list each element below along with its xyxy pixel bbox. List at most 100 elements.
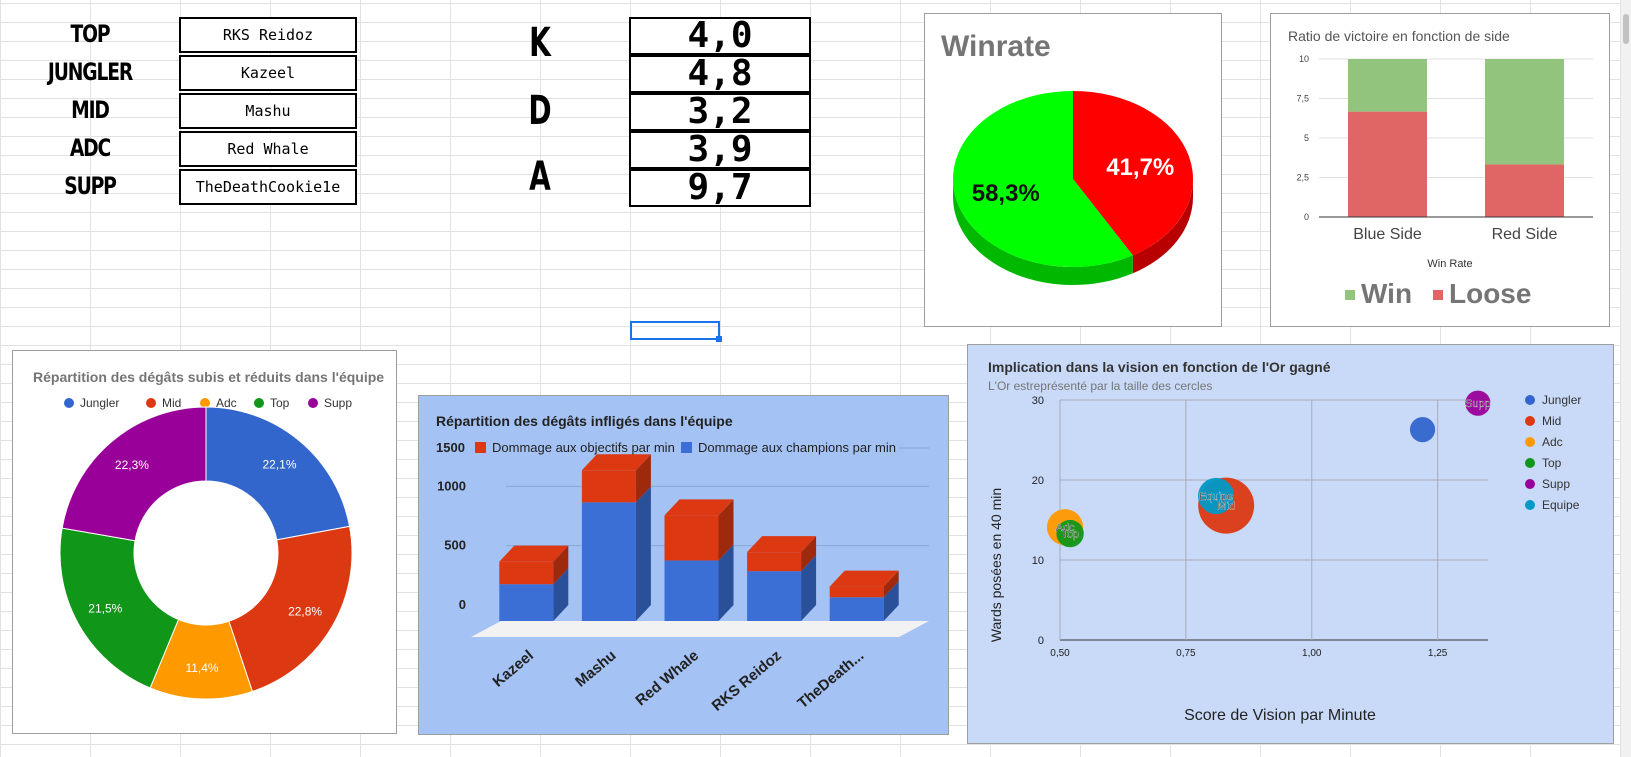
pie-slice-side: [953, 179, 1133, 285]
y-tick-label: 20: [1032, 475, 1044, 487]
bar-segment-side: [718, 499, 734, 561]
y-tick-label: 1000: [437, 478, 466, 493]
x-tick-label: RKS Reidoz: [709, 647, 785, 715]
vision-chart[interactable]: Implication dans la vision en fonction d…: [967, 344, 1614, 744]
legend-swatch: [308, 398, 318, 408]
scatter-point: [1465, 390, 1491, 416]
point-label: Equipe: [1199, 491, 1233, 503]
x-tick-label: Kazeel: [490, 647, 537, 691]
kda-value-cell[interactable]: 9,7: [629, 169, 811, 207]
legend-swatch: [1525, 479, 1535, 489]
selected-cell[interactable]: [630, 321, 720, 340]
point-label: Supp: [1465, 398, 1491, 410]
role-label: ADC: [69, 134, 111, 162]
bar-top: [499, 545, 569, 562]
x-tick-label: Red Whale: [632, 647, 702, 709]
legend-label: Dommage aux objectifs par min: [492, 440, 675, 455]
x-axis-title: Score de Vision par Minute: [1184, 707, 1376, 724]
bar-segment: [499, 561, 554, 585]
bar-segment: [1485, 164, 1564, 217]
donut-slice: [61, 406, 207, 542]
bar-segment: [747, 571, 802, 621]
winrate-chart-svg: Winrate 41,7% 58,3%: [941, 30, 1193, 285]
y-tick-label: 7,5: [1296, 94, 1309, 104]
legend-swatch: [1525, 500, 1535, 510]
bar-segment: [664, 560, 719, 621]
legend-label: Adc: [216, 396, 237, 410]
bar-segment: [581, 502, 636, 621]
legend-label: Jungler: [80, 396, 119, 410]
chart-subtitle: L'Or estreprésenté par la taille des cer…: [988, 379, 1212, 393]
y-tick-label: 30: [1032, 395, 1044, 407]
damage-dealt-chart-svg: Répartition des dégâts infligés dans l'é…: [436, 413, 929, 715]
role-label: SUPP: [64, 172, 117, 200]
x-tick-label: Red Side: [1492, 226, 1558, 243]
bar-segment-side: [553, 568, 569, 621]
legend-label: Mid: [162, 396, 181, 410]
legend-label: Equipe: [1542, 498, 1580, 512]
y-tick-label: 2,5: [1296, 173, 1309, 183]
donut-slice-label: 22,1%: [263, 458, 297, 472]
bar-segment: [581, 470, 636, 503]
side-ratio-chart[interactable]: Ratio de victoire en fonction de side Wi…: [1270, 13, 1610, 327]
x-tick-label: 0,50: [1050, 648, 1070, 659]
chart-title: Implication dans la vision en fonction d…: [988, 359, 1331, 375]
legend-swatch: [1345, 290, 1355, 300]
legend-swatch: [1525, 395, 1535, 405]
kda-value-cell[interactable]: 4,0: [629, 17, 811, 55]
legend-label: Supp: [1542, 477, 1570, 491]
winrate-chart[interactable]: Winrate 41,7% 58,3%: [924, 13, 1222, 327]
player-cell[interactable]: Kazeel: [179, 55, 357, 91]
kda-value-cell[interactable]: 3,2: [629, 93, 811, 131]
bar-segment-side: [801, 555, 817, 621]
legend-swatch: [1525, 416, 1535, 426]
scrollbar-thumb[interactable]: [1623, 14, 1629, 44]
player-cell[interactable]: RKS Reidoz: [179, 17, 357, 53]
y-tick-label: 1500: [436, 440, 465, 455]
pie-slice: [1073, 91, 1193, 256]
bar-segment: [829, 586, 884, 598]
donut-slice-label: 22,3%: [115, 458, 149, 472]
donut-slice: [59, 527, 180, 689]
x-tick-label: Blue Side: [1353, 226, 1422, 243]
x-tick-label: 1,00: [1302, 648, 1322, 659]
bar-segment-side: [635, 486, 651, 621]
vision-chart-svg: Implication dans la vision en fonction d…: [988, 359, 1581, 724]
vertical-scrollbar[interactable]: [1621, 0, 1631, 757]
point-label: Adc: [1056, 522, 1075, 534]
kda-value-cell[interactable]: 3,9: [629, 131, 811, 169]
x-tick-label: Mashu: [572, 647, 619, 691]
bar-segment-side: [883, 581, 899, 621]
chart-title: Winrate: [941, 30, 1051, 63]
legend-swatch: [1433, 290, 1443, 300]
y-tick-label: 0: [459, 597, 466, 612]
y-tick-label: 5: [1304, 133, 1309, 143]
pie-slice: [953, 91, 1133, 267]
bar-segment-side: [635, 454, 651, 503]
legend-label: Dommage aux champions par min: [698, 440, 896, 455]
kda-letter: D: [528, 88, 552, 134]
x-tick-label: TheDeath...: [794, 647, 867, 712]
player-cell[interactable]: Red Whale: [179, 131, 357, 167]
pie-slice-label: 58,3%: [972, 180, 1040, 207]
chart-title: Répartition des dégâts subis et réduits …: [33, 369, 384, 385]
damage-dealt-chart[interactable]: Répartition des dégâts infligés dans l'é…: [418, 395, 949, 735]
bar-top: [747, 536, 817, 553]
fill-handle[interactable]: [716, 336, 722, 342]
role-label: TOP: [70, 20, 111, 48]
legend-label: Win: [1361, 278, 1412, 309]
legend-label: Supp: [324, 396, 352, 410]
player-cell[interactable]: TheDeathCookie1e: [179, 169, 357, 205]
kda-value-cell[interactable]: 4,8: [629, 55, 811, 93]
donut-slice-label: 11,4%: [185, 661, 218, 675]
bar-segment: [829, 597, 884, 621]
bar-segment: [1348, 59, 1427, 112]
donut-slice: [228, 525, 353, 693]
chart-floor: [471, 621, 929, 637]
legend-swatch: [475, 442, 486, 453]
y-tick-label: 10: [1299, 54, 1309, 64]
damage-taken-chart[interactable]: Répartition des dégâts subis et réduits …: [12, 350, 397, 734]
role-label: MID: [71, 96, 110, 124]
point-label: Mid: [1217, 501, 1235, 513]
player-cell[interactable]: Mashu: [179, 93, 357, 129]
